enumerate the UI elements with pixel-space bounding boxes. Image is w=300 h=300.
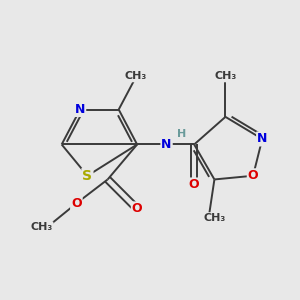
Text: CH₃: CH₃ bbox=[214, 71, 237, 81]
Text: H: H bbox=[177, 129, 187, 139]
Text: O: O bbox=[248, 169, 258, 182]
Text: CH₃: CH₃ bbox=[124, 71, 146, 81]
Text: S: S bbox=[82, 169, 92, 183]
Text: N: N bbox=[75, 103, 85, 116]
Text: O: O bbox=[71, 197, 82, 210]
Text: O: O bbox=[189, 178, 200, 191]
Text: N: N bbox=[161, 138, 172, 151]
Text: CH₃: CH₃ bbox=[203, 213, 226, 223]
Text: N: N bbox=[257, 133, 267, 146]
Text: O: O bbox=[132, 202, 142, 215]
Text: CH₃: CH₃ bbox=[30, 222, 52, 232]
